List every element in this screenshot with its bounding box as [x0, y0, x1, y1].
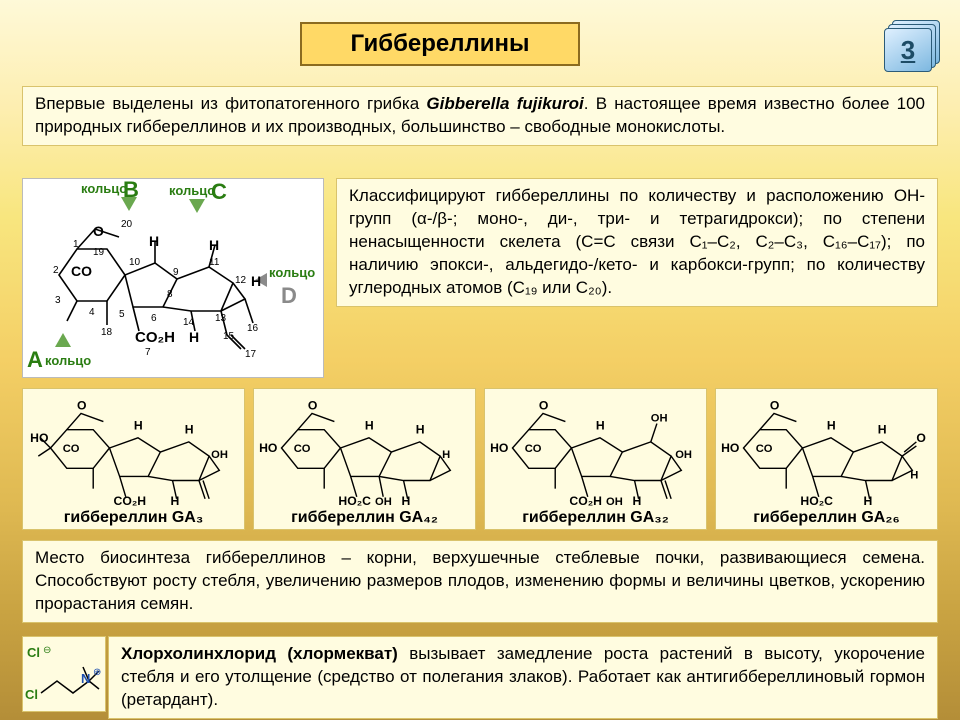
atom-h1: H	[149, 233, 159, 249]
svg-text:N: N	[81, 671, 90, 686]
ring-word-a: кольцо	[45, 353, 91, 368]
ga32-svg: HO O CO H OH OH CO₂H OH H	[482, 389, 709, 509]
chlor-svg: Cl ⊖ Cl N ⊕	[23, 637, 107, 713]
svg-text:CO₂H: CO₂H	[570, 494, 603, 508]
svg-text:⊕: ⊕	[93, 667, 101, 678]
molecule-row: HO O CO H H OH CO₂H H гиббереллин GA₃	[22, 388, 938, 530]
svg-text:HO: HO	[721, 441, 739, 455]
molecule-ga42: HO O CO H H H HO₂C H OH гиббереллин GA₄₂	[253, 388, 476, 530]
atom-h2: H	[209, 237, 219, 253]
svg-text:CO: CO	[294, 443, 311, 455]
ga26-svg: HO O CO H H O H HO₂C H	[713, 389, 940, 509]
group-co2h: CO₂H	[135, 329, 175, 346]
intro-text: Впервые выделены из фитопатогенного гриб…	[35, 93, 925, 139]
molecule-ga3: HO O CO H H OH CO₂H H гиббереллин GA₃	[22, 388, 245, 530]
ring-d-label: D	[281, 283, 297, 309]
svg-text:HO: HO	[30, 431, 48, 445]
classify-block: Классифицируют гиббереллины по количеств…	[336, 178, 938, 307]
ring-word-d: кольцо	[269, 265, 315, 280]
ga42-svg: HO O CO H H H HO₂C H OH	[251, 389, 478, 509]
main-structure-diagram: кольцо B кольцо C кольцо D A кольцо	[22, 178, 324, 378]
svg-text:⊖: ⊖	[43, 645, 51, 656]
svg-text:OH: OH	[651, 413, 668, 425]
svg-text:CO₂H: CO₂H	[114, 494, 147, 508]
ring-word-c: кольцо	[169, 183, 215, 198]
svg-text:HO₂C: HO₂C	[801, 494, 834, 508]
ga42-label: гиббереллин GA₄₂	[291, 509, 438, 529]
retardant-block: Хлорхолинхлорид (хлормекват) вызывает за…	[108, 636, 938, 719]
svg-text:H: H	[185, 423, 194, 437]
biosynthesis-block: Место биосинтеза гиббереллинов – корни, …	[22, 540, 938, 623]
intro-block: Впервые выделены из фитопатогенного гриб…	[22, 86, 938, 146]
svg-text:HO: HO	[490, 441, 508, 455]
svg-text:H: H	[596, 419, 605, 433]
svg-text:Cl: Cl	[25, 687, 38, 702]
svg-text:HO₂C: HO₂C	[339, 494, 372, 508]
svg-text:OH: OH	[211, 449, 228, 461]
svg-text:O: O	[917, 431, 926, 445]
svg-text:H: H	[864, 494, 873, 508]
arrow-a-icon	[55, 333, 71, 347]
chlorocholine-structure: Cl ⊖ Cl N ⊕	[22, 636, 106, 712]
retardant-text: Хлорхолинхлорид (хлормекват) вызывает за…	[121, 643, 925, 712]
svg-text:H: H	[365, 419, 374, 433]
svg-text:H: H	[633, 494, 642, 508]
svg-text:H: H	[878, 423, 887, 437]
atom-o: O	[93, 223, 104, 239]
ring-a-label: A	[27, 347, 43, 373]
ring-c-label: C	[211, 179, 227, 205]
svg-text:OH: OH	[375, 496, 392, 508]
classify-text: Классифицируют гиббереллины по количеств…	[349, 185, 925, 300]
ga3-svg: HO O CO H H OH CO₂H H	[20, 389, 247, 509]
ring-word-b: кольцо	[81, 181, 127, 196]
svg-text:O: O	[539, 398, 548, 412]
svg-text:H: H	[134, 419, 143, 433]
ga26-label: гиббереллин GA₂₆	[753, 509, 899, 529]
atom-h4: H	[251, 273, 261, 289]
biosynthesis-text: Место биосинтеза гиббереллинов – корни, …	[35, 547, 925, 616]
svg-text:OH: OH	[606, 496, 623, 508]
page-number-badge: 3	[884, 20, 940, 72]
ga3-label: гиббереллин GA₃	[64, 509, 204, 529]
svg-text:O: O	[308, 398, 317, 412]
svg-text:H: H	[171, 494, 180, 508]
svg-text:H: H	[910, 469, 918, 481]
molecule-ga26: HO O CO H H O H HO₂C H гиббереллин GA₂₆	[715, 388, 938, 530]
svg-text:H: H	[416, 423, 425, 437]
title-box: Гиббереллины	[300, 22, 580, 66]
molecule-ga32: HO O CO H OH OH CO₂H OH H гиббереллин GA…	[484, 388, 707, 530]
svg-text:CO: CO	[63, 443, 80, 455]
svg-text:O: O	[770, 398, 779, 412]
svg-text:H: H	[442, 449, 450, 461]
ga32-label: гиббереллин GA₃₂	[522, 509, 669, 529]
svg-text:H: H	[827, 419, 836, 433]
atom-co: CO	[71, 263, 92, 279]
svg-text:OH: OH	[675, 449, 692, 461]
svg-text:H: H	[402, 494, 411, 508]
svg-text:CO: CO	[756, 443, 773, 455]
svg-text:CO: CO	[525, 443, 542, 455]
arrow-b-icon	[121, 197, 137, 211]
page-number: 3	[901, 35, 915, 66]
svg-text:O: O	[77, 398, 86, 412]
svg-text:HO: HO	[259, 441, 277, 455]
page-title: Гиббереллины	[350, 30, 529, 57]
svg-text:Cl: Cl	[27, 645, 40, 660]
arrow-c-icon	[189, 199, 205, 213]
atom-h3: H	[189, 329, 199, 345]
